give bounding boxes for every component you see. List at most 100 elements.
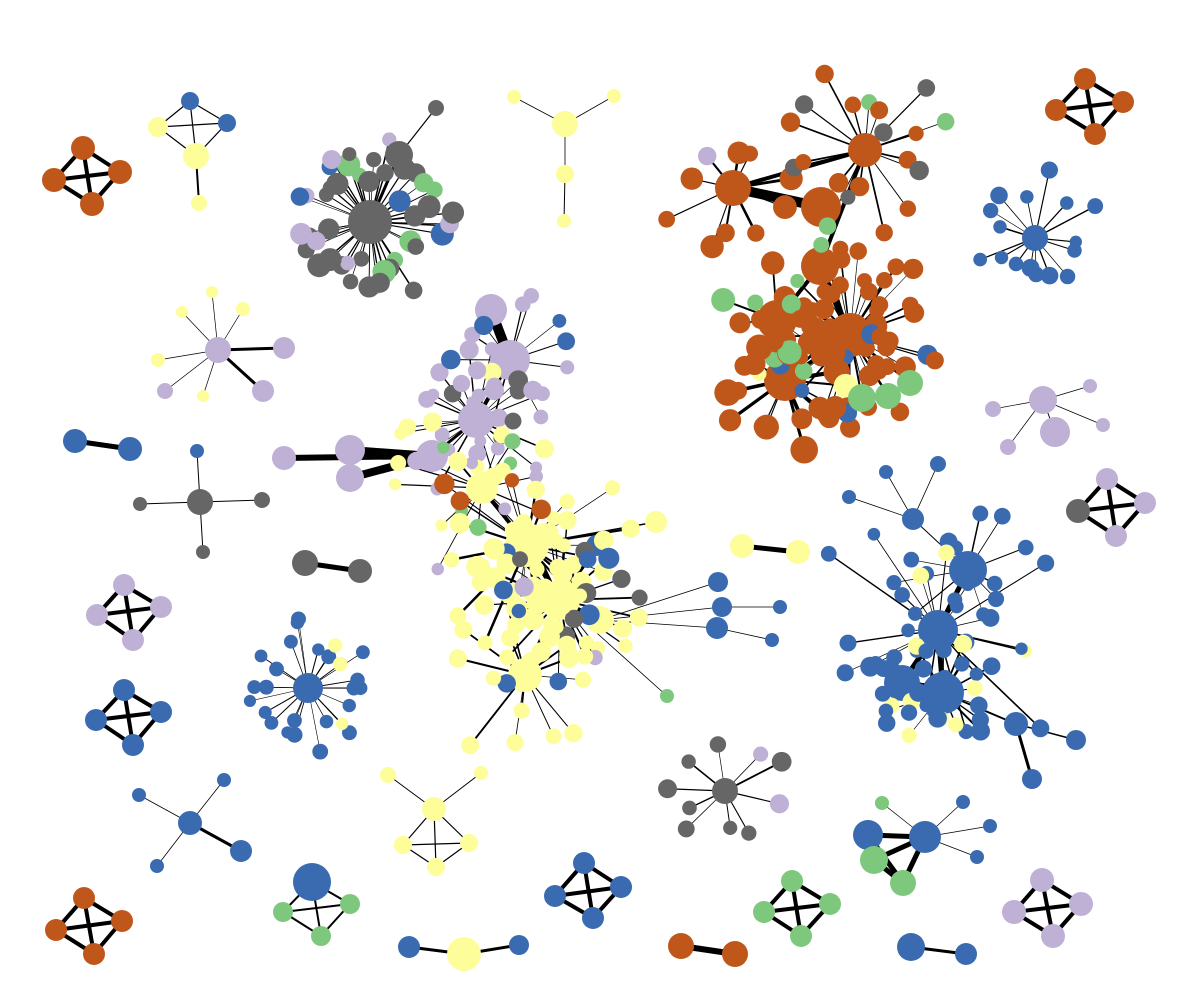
node: [879, 465, 893, 479]
node: [790, 273, 805, 288]
node: [874, 660, 892, 678]
node: [133, 497, 147, 511]
node: [982, 657, 1001, 676]
node: [83, 943, 105, 965]
node: [342, 725, 357, 741]
node: [1066, 499, 1090, 523]
node: [901, 623, 915, 638]
node: [507, 90, 521, 104]
node: [113, 679, 135, 701]
node: [187, 489, 213, 515]
node: [108, 160, 132, 184]
node: [448, 452, 468, 471]
node: [422, 797, 446, 821]
node: [441, 349, 461, 370]
node: [533, 409, 549, 425]
node: [484, 380, 504, 401]
node: [435, 519, 448, 532]
node: [894, 587, 910, 603]
node: [598, 547, 620, 569]
node: [903, 551, 920, 568]
node: [132, 788, 146, 802]
node: [157, 383, 173, 399]
node: [890, 870, 916, 896]
node: [1037, 554, 1055, 572]
edge: [762, 902, 832, 914]
node: [86, 604, 108, 626]
node: [631, 589, 648, 606]
node: [711, 287, 736, 312]
node: [258, 679, 274, 695]
node: [844, 96, 862, 114]
node: [820, 545, 837, 562]
node: [813, 236, 830, 253]
node: [1040, 417, 1070, 447]
node: [513, 702, 530, 719]
node: [290, 222, 312, 245]
node: [1134, 492, 1156, 514]
node: [909, 683, 928, 702]
node: [801, 247, 839, 285]
node: [593, 530, 614, 551]
node: [556, 538, 571, 553]
node: [576, 648, 594, 665]
node: [318, 218, 340, 240]
node: [448, 649, 468, 668]
node: [42, 168, 66, 192]
node: [206, 286, 218, 298]
node: [1004, 712, 1028, 736]
node: [150, 701, 172, 723]
node: [482, 362, 502, 382]
node: [559, 493, 575, 510]
edge: [553, 885, 623, 898]
node: [886, 649, 903, 666]
node: [912, 567, 930, 585]
node: [918, 643, 934, 659]
node: [948, 716, 964, 733]
node: [312, 643, 325, 656]
node: [954, 656, 970, 672]
node: [504, 412, 522, 430]
node: [466, 396, 479, 409]
node: [443, 551, 460, 568]
node: [860, 846, 888, 874]
node: [791, 309, 810, 328]
node: [853, 820, 883, 850]
node: [415, 452, 434, 471]
node: [877, 714, 896, 732]
node: [474, 595, 495, 615]
node: [718, 409, 742, 432]
node: [819, 893, 841, 915]
node: [534, 439, 554, 459]
node: [969, 696, 988, 715]
node: [469, 518, 487, 536]
node: [557, 332, 576, 351]
node: [908, 125, 924, 142]
node: [358, 170, 380, 193]
node: [458, 402, 494, 438]
node: [781, 870, 803, 892]
node: [272, 446, 296, 470]
node: [870, 296, 889, 314]
node: [176, 306, 188, 318]
node: [751, 309, 771, 330]
node: [205, 337, 231, 363]
node: [431, 562, 444, 576]
node: [557, 510, 577, 530]
node: [287, 713, 302, 728]
node: [970, 850, 984, 864]
node: [1021, 258, 1040, 277]
node: [930, 456, 946, 472]
node: [1059, 268, 1076, 285]
node: [969, 667, 984, 681]
node: [582, 907, 604, 929]
node: [613, 619, 633, 638]
node: [465, 456, 479, 470]
node: [1040, 161, 1058, 179]
node: [80, 192, 104, 216]
node: [183, 143, 209, 169]
node: [794, 95, 814, 114]
node: [549, 672, 568, 691]
node: [564, 724, 583, 743]
node: [522, 652, 540, 670]
